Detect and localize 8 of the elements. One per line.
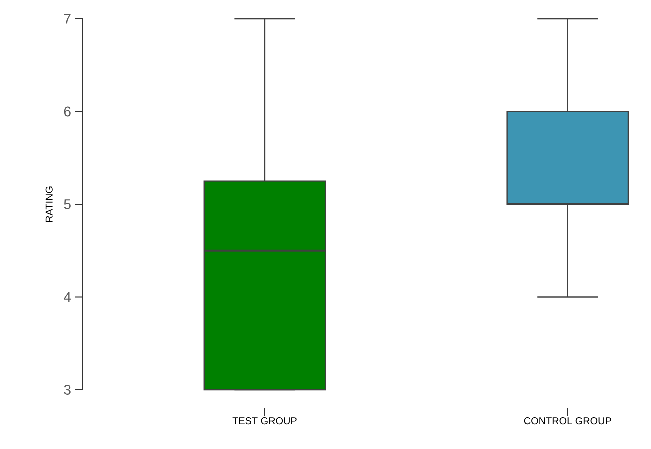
y-tick-label: 3 [64,385,71,395]
x-tick-label: TEST GROUP [232,418,297,425]
y-tick-label: 7 [64,14,71,24]
y-tick-label: 4 [64,292,72,302]
y-axis-title: RATING [46,186,53,222]
y-tick-label: 6 [64,106,71,117]
y-tick-label: 5 [64,200,71,210]
x-tick-label: CONTROL GROUP [524,418,612,425]
